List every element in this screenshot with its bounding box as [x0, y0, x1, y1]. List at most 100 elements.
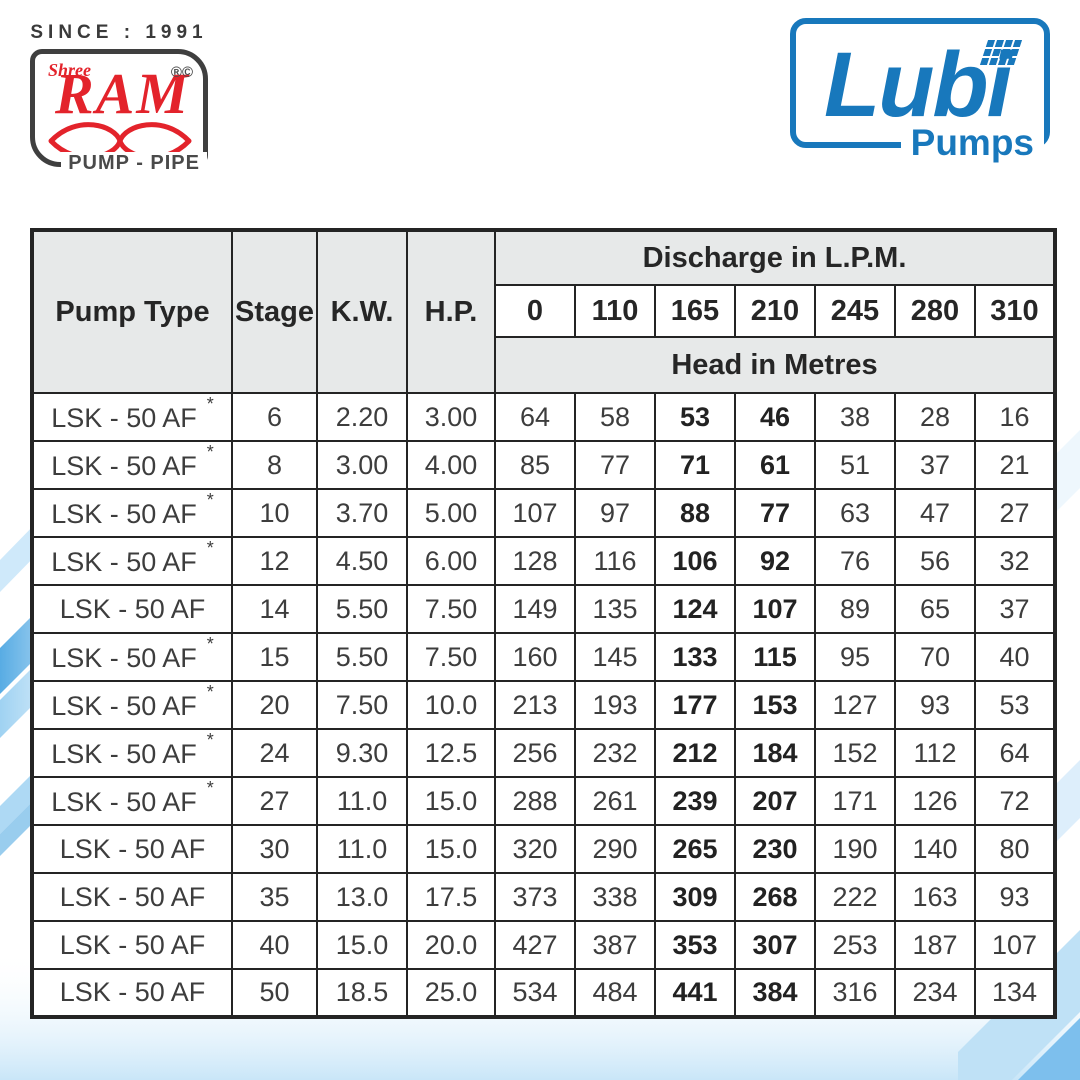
pump-type-cell: LSK - 50 AF [31, 824, 233, 874]
discharge-value-header: 165 [654, 284, 736, 338]
head-value-cell: 239 [654, 776, 736, 826]
stage-cell: 30 [231, 824, 318, 874]
head-value-cell: 85 [494, 440, 576, 490]
head-value-cell: 56 [894, 536, 976, 586]
head-value-cell: 234 [894, 968, 976, 1018]
pump-type-cell: LSK - 50 AF * [31, 488, 233, 538]
head-value-cell: 441 [654, 968, 736, 1018]
head-value-cell: 338 [574, 872, 656, 922]
table-row: LSK - 50 AF * 6 2.20 3.00 64 58 53 46 38 28 16 [31, 392, 1056, 442]
pump-type-cell: LSK - 50 AF * [31, 728, 233, 778]
head-value-cell: 309 [654, 872, 736, 922]
hp-cell: 25.0 [406, 968, 496, 1018]
hp-cell: 15.0 [406, 776, 496, 826]
discharge-value-header: 210 [734, 284, 816, 338]
kw-cell: 5.50 [316, 584, 408, 634]
head-in-metres-header: Head in Metres [494, 336, 1056, 394]
shree-ram-logo: SINCE : 1991 Shree RAM ®© PUMP - PIPE [30, 22, 208, 175]
head-value-cell: 116 [574, 536, 656, 586]
head-value-cell: 534 [494, 968, 576, 1018]
hp-cell: 17.5 [406, 872, 496, 922]
head-value-cell: 65 [894, 584, 976, 634]
head-value-cell: 21 [974, 440, 1056, 490]
pump-type-cell: LSK - 50 AF [31, 920, 233, 970]
stage-cell: 6 [231, 392, 318, 442]
pump-type-cell: LSK - 50 AF [31, 584, 233, 634]
pumps-tagline: Pumps [900, 122, 1044, 164]
discharge-value-header: 310 [974, 284, 1056, 338]
head-value-cell: 93 [894, 680, 976, 730]
head-value-cell: 115 [734, 632, 816, 682]
stage-cell: 35 [231, 872, 318, 922]
head-value-cell: 40 [974, 632, 1056, 682]
asterisk-mark: * [206, 489, 214, 510]
asterisk-mark: * [206, 393, 214, 414]
head-value-cell: 93 [974, 872, 1056, 922]
head-value-cell: 163 [894, 872, 976, 922]
pump-type-cell: LSK - 50 AF * [31, 680, 233, 730]
head-value-cell: 253 [814, 920, 896, 970]
ram-wordmark: RAM [55, 61, 190, 126]
head-value-cell: 265 [654, 824, 736, 874]
table-row: LSK - 50 AF * 27 11.0 15.0 288 261 239 207 171 126… [31, 776, 1056, 826]
head-value-cell: 107 [494, 488, 576, 538]
head-value-cell: 28 [894, 392, 976, 442]
head-value-cell: 149 [494, 584, 576, 634]
head-value-cell: 53 [654, 392, 736, 442]
head-value-cell: 92 [734, 536, 816, 586]
head-value-cell: 145 [574, 632, 656, 682]
head-value-cell: 193 [574, 680, 656, 730]
head-value-cell: 384 [734, 968, 816, 1018]
table-row: LSK - 50 AF * 24 9.30 12.5 256 232 212 184 152 112… [31, 728, 1056, 778]
table-header: Pump Type Stage K.W. H.P. Discharge in L… [31, 229, 1056, 394]
head-value-cell: 222 [814, 872, 896, 922]
head-value-cell: 207 [734, 776, 816, 826]
head-value-cell: 51 [814, 440, 896, 490]
head-value-cell: 76 [814, 536, 896, 586]
table-row: LSK - 50 AF * 15 5.50 7.50 160 145 133 115 95 70 40 [31, 632, 1056, 682]
since-1991-text: SINCE : 1991 [30, 22, 208, 43]
head-value-cell: 387 [574, 920, 656, 970]
asterisk-mark: * [206, 441, 214, 462]
head-value-cell: 140 [894, 824, 976, 874]
pump-type-cell: LSK - 50 AF * [31, 440, 233, 490]
stage-cell: 10 [231, 488, 318, 538]
hp-header: H.P. [406, 229, 496, 394]
lubi-wordmark: Lubi [824, 34, 1012, 136]
ram-logo-box: Shree RAM ®© PUMP - PIPE [30, 49, 208, 175]
head-value-cell: 320 [494, 824, 576, 874]
pump-type-header: Pump Type [31, 229, 233, 394]
head-value-cell: 134 [974, 968, 1056, 1018]
table-row: LSK - 50 AF * 12 4.50 6.00 128 116 106 92 76 56 32 [31, 536, 1056, 586]
hp-cell: 5.00 [406, 488, 496, 538]
head-value-cell: 190 [814, 824, 896, 874]
table-row: LSK - 50 AF * 8 3.00 4.00 85 77 71 61 51 37 21 [31, 440, 1056, 490]
hp-cell: 12.5 [406, 728, 496, 778]
table-row: LSK - 50 AF 14 5.50 7.50 149 135 124 107 89 65 37 [31, 584, 1056, 634]
stage-cell: 50 [231, 968, 318, 1018]
head-value-cell: 152 [814, 728, 896, 778]
head-value-cell: 307 [734, 920, 816, 970]
head-value-cell: 184 [734, 728, 816, 778]
stage-cell: 14 [231, 584, 318, 634]
kw-cell: 15.0 [316, 920, 408, 970]
pump-type-cell: LSK - 50 AF * [31, 776, 233, 826]
head-value-cell: 38 [814, 392, 896, 442]
head-value-cell: 213 [494, 680, 576, 730]
stage-cell: 15 [231, 632, 318, 682]
asterisk-mark: * [206, 729, 214, 750]
head-value-cell: 128 [494, 536, 576, 586]
head-value-cell: 187 [894, 920, 976, 970]
kw-cell: 7.50 [316, 680, 408, 730]
table-row: LSK - 50 AF 50 18.5 25.0 534 484 441 384 316 234 1… [31, 968, 1056, 1018]
head-value-cell: 64 [974, 728, 1056, 778]
kw-cell: 11.0 [316, 824, 408, 874]
pump-type-cell: LSK - 50 AF * [31, 536, 233, 586]
hp-cell: 7.50 [406, 584, 496, 634]
stage-cell: 8 [231, 440, 318, 490]
discharge-value-header: 280 [894, 284, 976, 338]
head-value-cell: 160 [494, 632, 576, 682]
head-value-cell: 171 [814, 776, 896, 826]
stage-cell: 24 [231, 728, 318, 778]
